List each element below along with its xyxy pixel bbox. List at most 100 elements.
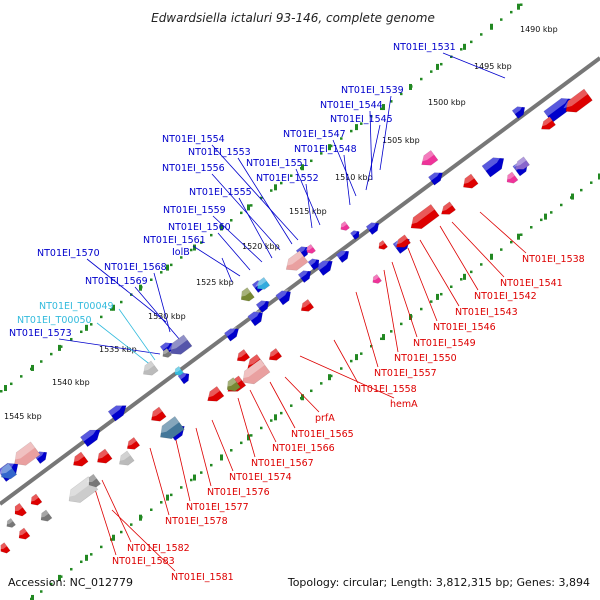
reverse-gene-label[interactable]: NT01EI_1549 [413,338,476,349]
gene-block[interactable] [418,150,439,169]
reverse-gene-label[interactable]: NT01EI_1565 [291,429,354,440]
reverse-gene-arrow[interactable] [204,386,225,405]
forward-gene-arrow[interactable] [350,228,361,240]
forward-gene-label[interactable]: NT01EI_1556 [162,163,225,174]
forward-gene-label[interactable]: NT01EI_1539 [341,85,404,96]
reverse-gene-label[interactable]: NT01EI_1542 [474,291,537,302]
gene-block[interactable] [304,244,316,255]
gene-block[interactable] [238,287,255,305]
forward-gene-label[interactable]: NT01EI_1573 [9,328,72,339]
gene-block[interactable] [166,334,193,359]
reverse-gene-arrow[interactable] [234,349,251,364]
forward-gene-label[interactable]: NT01EI_1531 [393,42,456,53]
reverse-gene-label[interactable]: hemA [390,399,418,410]
reverse-gene-label[interactable]: NT01EI_1577 [186,502,249,513]
forward-gene-arrow[interactable] [247,308,266,327]
gene-block[interactable] [10,441,41,470]
gene-block[interactable] [116,450,135,469]
forward-gene-label[interactable]: NT01EI_1553 [188,147,251,158]
forward-gene-arrow[interactable] [315,256,336,276]
trna-gene-label[interactable]: NT01EI_T00049 [39,301,114,312]
reverse-gene-label[interactable]: NT01EI_1557 [374,368,437,379]
reverse-gene-label[interactable]: NT01EI_1558 [354,384,417,395]
reverse-gene-arrow[interactable] [0,542,11,556]
reverse-gene-arrow[interactable] [148,406,167,425]
reverse-gene-arrow[interactable] [94,448,113,467]
reverse-gene-arrow[interactable] [407,204,440,233]
reverse-gene-arrow[interactable] [460,173,479,192]
reverse-gene-arrow[interactable] [124,437,141,452]
trna-gene-label[interactable]: NT01EI_T00050 [17,315,92,326]
reverse-leader-line [237,397,256,458]
gene-block[interactable] [338,221,350,232]
forward-gene-arrow[interactable] [428,169,445,186]
gene-block[interactable] [504,171,519,186]
reverse-gene-label[interactable]: NT01EI_1550 [394,353,457,364]
forward-gene-label[interactable]: NT01EI_1559 [163,205,226,216]
forward-gene-label[interactable]: NT01EI_1545 [330,114,393,125]
reverse-gene-arrow[interactable] [376,240,388,251]
reverse-gene-arrow[interactable] [438,201,456,218]
forward-gene-label[interactable]: NT01EI_1544 [320,100,383,111]
reverse-gene-arrow[interactable] [298,299,315,314]
gene-block[interactable] [0,462,18,483]
reverse-gene-arrow[interactable] [538,116,556,133]
reverse-gene-arrow[interactable] [562,88,593,117]
gene-block[interactable] [4,518,16,529]
reverse-gene-label[interactable]: NT01EI_1582 [127,543,190,554]
reverse-gene-label[interactable]: prfA [315,413,335,424]
forward-gene-arrow[interactable] [255,297,272,313]
gene-block[interactable] [512,156,530,173]
reverse-gene-label[interactable]: NT01EI_1578 [165,516,228,527]
reverse-gene-label[interactable]: NT01EI_1574 [229,472,292,483]
forward-gene-arrow[interactable] [307,256,322,271]
forward-gene-arrow[interactable] [224,325,241,342]
reverse-gene-arrow[interactable] [11,502,27,519]
forward-gene-arrow[interactable] [297,267,314,283]
reverse-gene-label[interactable]: NT01EI_1576 [207,487,270,498]
gene-block[interactable] [282,250,309,275]
forward-gene-label[interactable]: NT01EI_1561 [143,235,206,246]
forward-gene-arrow[interactable] [511,103,528,119]
forward-gene-label[interactable]: NT01EI_1569 [85,276,148,287]
forward-gene-label[interactable]: NT01EI_1551 [246,158,309,169]
gene-block[interactable] [254,277,271,292]
gene-block[interactable] [224,377,241,395]
gene-block[interactable] [172,366,184,377]
gene-block[interactable] [156,416,185,443]
reverse-gene-arrow[interactable] [70,451,89,470]
reverse-gene-arrow[interactable] [393,234,411,251]
gene-block[interactable] [140,360,159,379]
gene-block[interactable] [238,358,271,389]
forward-gene-label[interactable]: NT01EI_1570 [37,248,100,259]
reverse-gene-arrow[interactable] [28,493,43,508]
reverse-gene-label[interactable]: NT01EI_1583 [112,556,175,567]
forward-gene-arrow[interactable] [275,287,294,306]
gene-block[interactable] [38,509,53,524]
reverse-gene-label[interactable]: NT01EI_1546 [433,322,496,333]
reverse-gene-arrow[interactable] [266,348,283,363]
forward-gene-label[interactable]: NT01EI_1552 [256,173,319,184]
forward-gene-label[interactable]: NT01EI_1555 [189,187,252,198]
forward-gene-label[interactable]: NT01EI_1554 [162,134,225,145]
forward-gene-arrow[interactable] [335,247,352,263]
gene-block[interactable] [160,348,172,359]
forward-gene-label[interactable]: IolB [172,247,190,258]
reverse-gene-label[interactable]: NT01EI_1581 [171,572,234,583]
forward-gene-label[interactable]: NT01EI_1560 [168,222,231,233]
forward-gene-label[interactable]: NT01EI_1548 [294,144,357,155]
forward-gene-label[interactable]: NT01EI_1547 [283,129,346,140]
reverse-gene-label[interactable]: NT01EI_1541 [500,278,563,289]
forward-gene-arrow[interactable] [107,401,130,422]
reverse-gene-label[interactable]: NT01EI_1566 [272,443,335,454]
gene-block[interactable] [85,473,101,490]
reverse-gene-label[interactable]: NT01EI_1538 [522,254,585,265]
forward-gene-arrow[interactable] [80,425,103,448]
forward-gene-label[interactable]: NT01EI_1568 [104,262,167,273]
forward-gene-arrow[interactable] [365,219,382,235]
reverse-gene-label[interactable]: NT01EI_1543 [455,307,518,318]
reverse-gene-arrow[interactable] [16,527,31,542]
gene-block[interactable] [370,274,382,285]
reverse-gene-label[interactable]: NT01EI_1567 [251,458,314,469]
forward-gene-arrow[interactable] [481,153,508,178]
